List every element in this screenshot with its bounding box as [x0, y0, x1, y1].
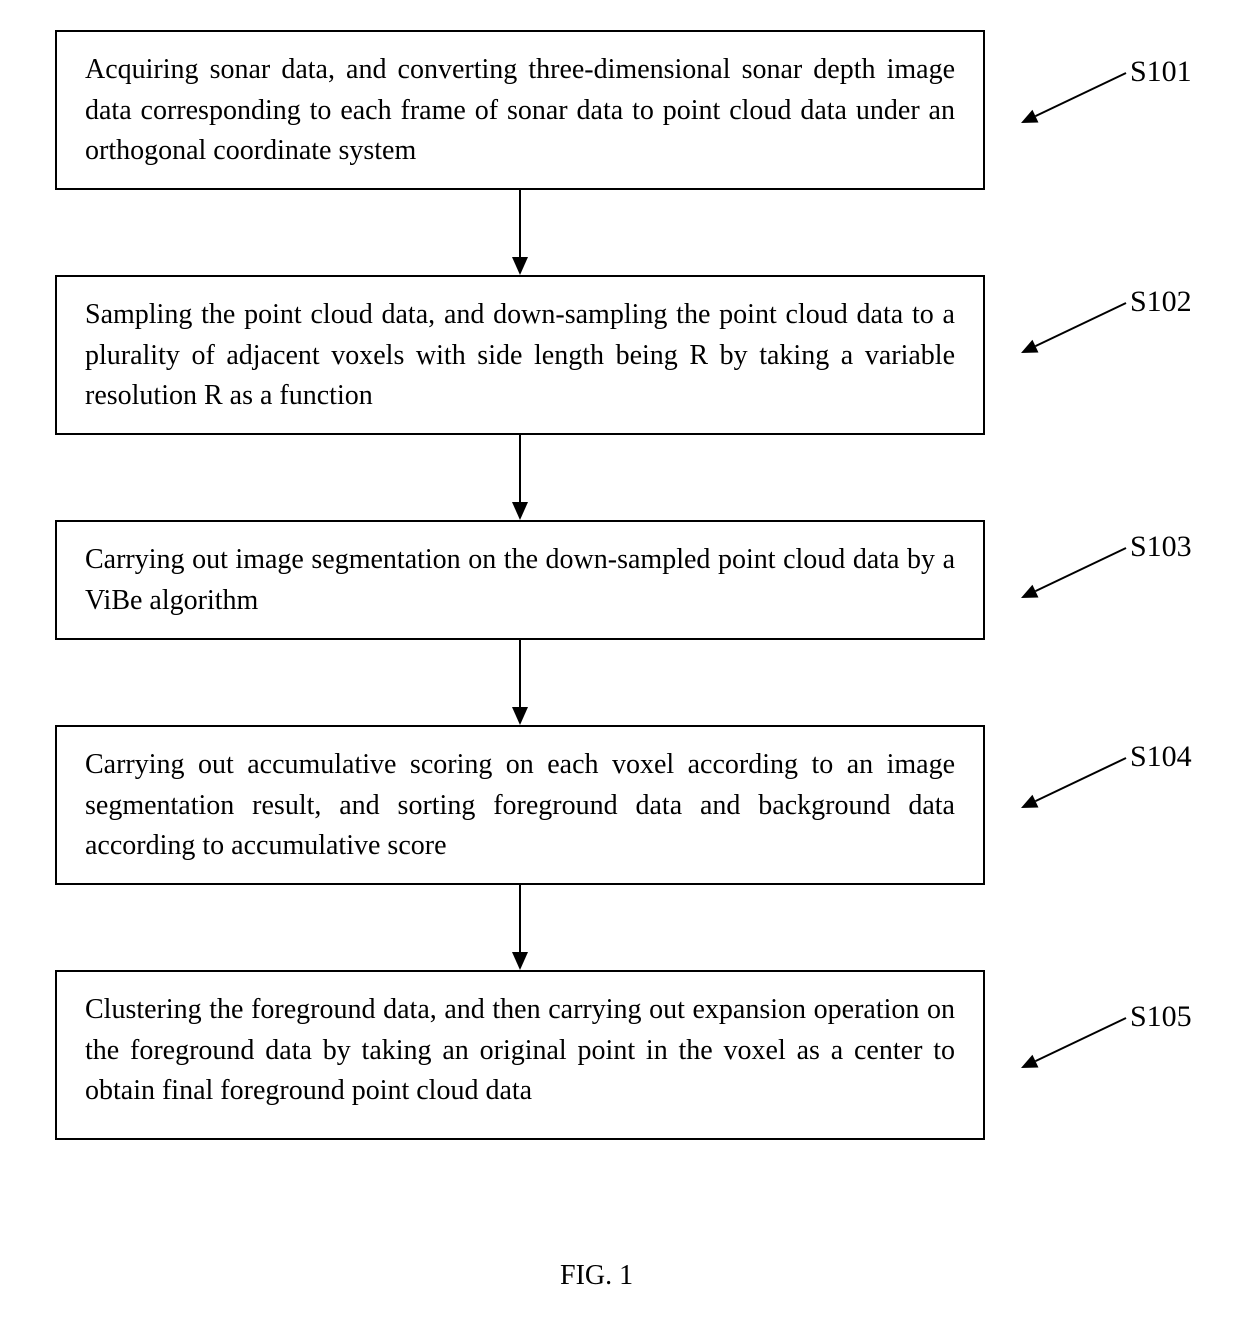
flowchart-step-label-s104: S104	[1130, 740, 1192, 774]
flowchart-step-text: Clustering the foreground data, and then…	[85, 994, 955, 1106]
flowchart-step-s105: Clustering the foreground data, and then…	[55, 970, 985, 1140]
flowchart-step-label-s102: S102	[1130, 285, 1192, 319]
flowchart-step-text: Sampling the point cloud data, and down-…	[85, 299, 955, 411]
flowchart-step-s102: Sampling the point cloud data, and down-…	[55, 275, 985, 435]
flowchart-step-text: Carrying out image segmentation on the d…	[85, 544, 955, 616]
flowchart-step-label-s105: S105	[1130, 1000, 1192, 1034]
flowchart-step-label-s103: S103	[1130, 530, 1192, 564]
flowchart-step-text: Acquiring sonar data, and converting thr…	[85, 54, 955, 166]
flowchart-step-text: Carrying out accumulative scoring on eac…	[85, 749, 955, 861]
figure-caption: FIG. 1	[560, 1260, 633, 1292]
flowchart-step-s104: Carrying out accumulative scoring on eac…	[55, 725, 985, 885]
flowchart-step-label-s101: S101	[1130, 55, 1192, 89]
flowchart-step-s103: Carrying out image segmentation on the d…	[55, 520, 985, 640]
flowchart-step-s101: Acquiring sonar data, and converting thr…	[55, 30, 985, 190]
